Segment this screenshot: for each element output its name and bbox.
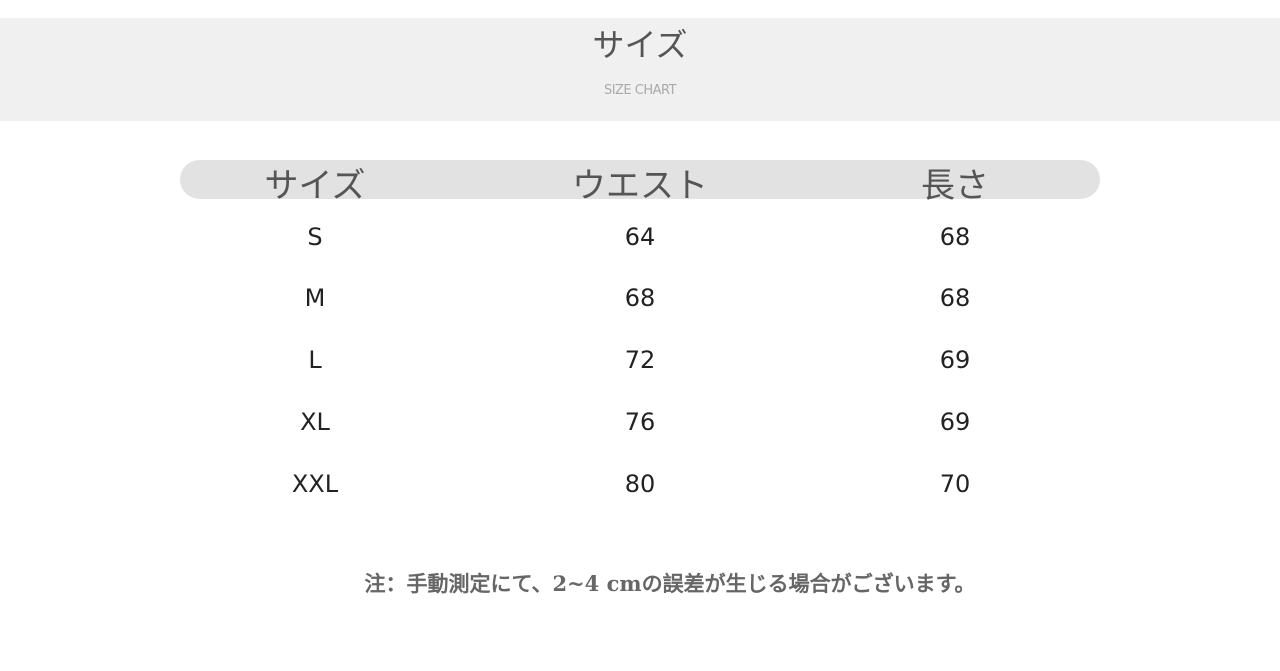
table-cell: XXL [291, 470, 339, 498]
table-cell: 68 [939, 223, 971, 251]
table-cell: 64 [624, 223, 656, 251]
measurement-note: 注：手動測定にて、2~4 cmの誤差が生じる場合がございます。 [364, 571, 976, 596]
column-header: ウエスト [572, 166, 708, 206]
table-cell: 69 [939, 346, 971, 374]
table-cell: 69 [939, 408, 971, 436]
column-header: サイズ [264, 166, 366, 206]
table-cell: 70 [939, 470, 971, 498]
table-cell: 68 [939, 284, 971, 312]
table-header-bar [180, 160, 1100, 199]
table-cell: 68 [624, 284, 656, 312]
table-cell: XL [300, 408, 330, 436]
table-cell: 80 [624, 470, 656, 498]
page-title: サイズ [592, 26, 688, 64]
page-subtitle: SIZE CHART [603, 83, 677, 98]
table-cell: S [307, 223, 323, 251]
table-cell: L [308, 346, 322, 374]
table-cell: 72 [624, 346, 656, 374]
header-band [0, 18, 1280, 121]
table-cell: M [304, 284, 326, 312]
table-cell: 76 [624, 408, 656, 436]
column-header: 長さ [921, 166, 989, 206]
